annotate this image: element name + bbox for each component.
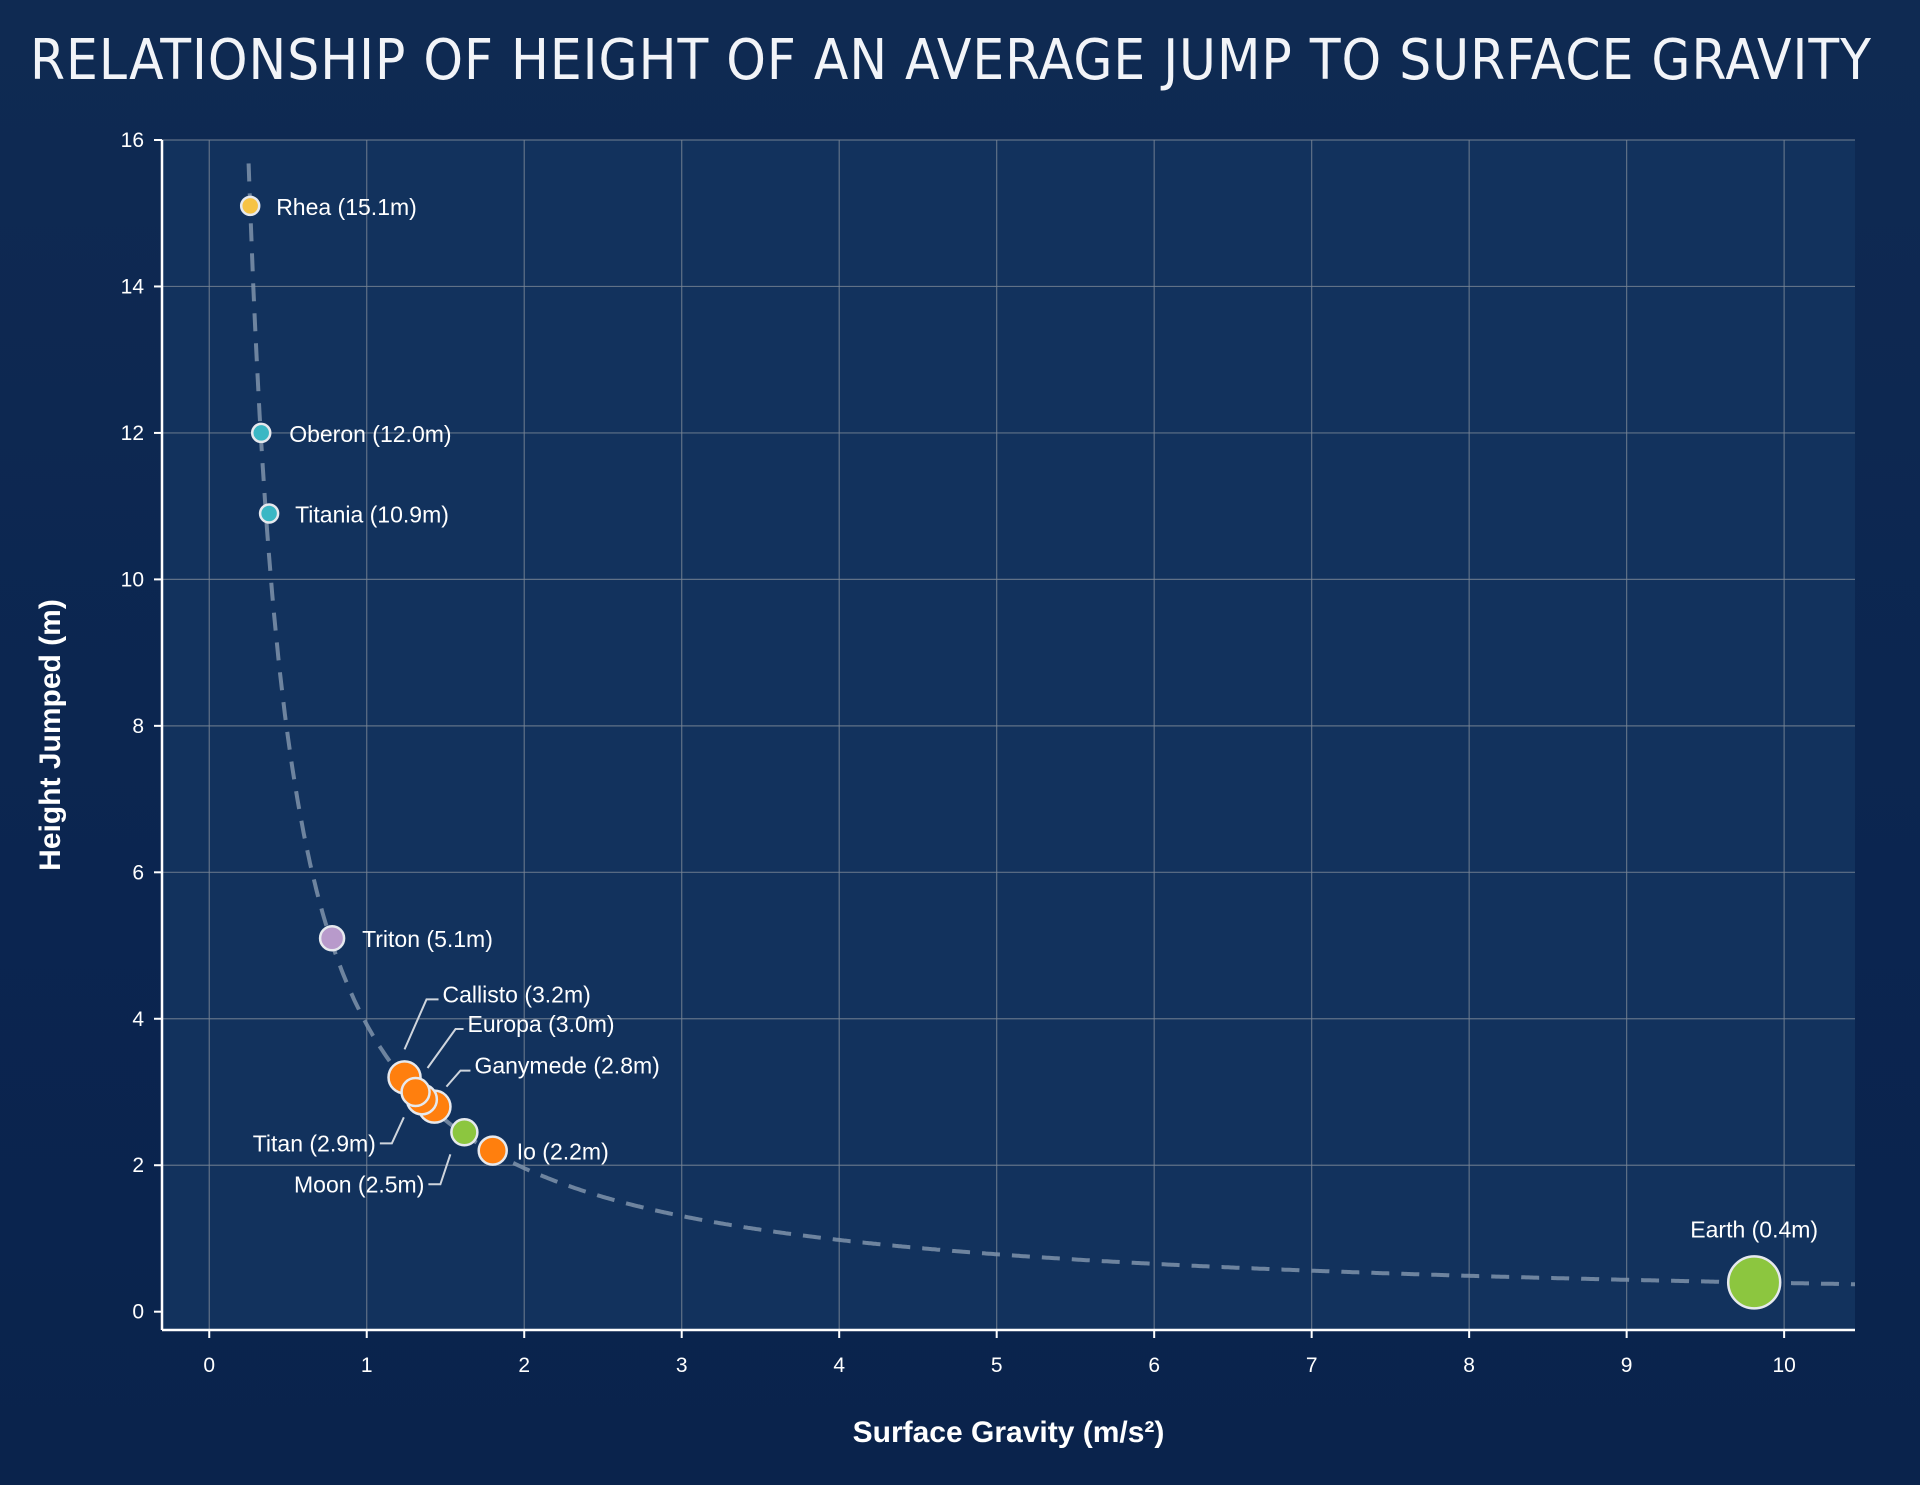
leader-callisto <box>403 998 439 1050</box>
plot-area <box>162 140 1855 1330</box>
point-triton <box>318 924 346 952</box>
point-earth <box>1726 1255 1782 1310</box>
x-tick-label: 7 <box>1306 1354 1318 1377</box>
trend-curve-layer <box>246 163 1855 1287</box>
y-tick-label: 14 <box>121 275 145 298</box>
x-tick-label: 3 <box>676 1354 688 1377</box>
grid <box>162 139 1855 1330</box>
label-europa: Europa (3.0m) <box>468 1011 615 1037</box>
leader-titan <box>379 1116 405 1145</box>
label-oberon: Oberon (12.0m) <box>289 421 451 447</box>
y-tick-label: 4 <box>132 1008 144 1031</box>
x-tick-label: 8 <box>1463 1354 1475 1377</box>
label-callisto: Callisto (3.2m) <box>443 981 591 1007</box>
x-tick-label: 5 <box>991 1354 1003 1377</box>
y-tick-label: 2 <box>132 1154 144 1177</box>
point-europa <box>400 1076 431 1108</box>
point-moon <box>450 1118 479 1147</box>
point-titania <box>258 503 280 524</box>
x-tick-label: 6 <box>1148 1354 1160 1377</box>
x-axis-title: Surface Gravity (m/s²) <box>853 1416 1165 1449</box>
leader-ganymede <box>445 1069 471 1088</box>
label-rhea: Rhea (15.1m) <box>276 194 417 220</box>
point-rhea <box>239 195 261 217</box>
leader-moon <box>428 1153 452 1186</box>
point-oberon <box>250 422 272 444</box>
y-tick-label: 8 <box>132 715 144 738</box>
data-points <box>239 195 1782 1310</box>
label-earth: Earth (0.4m) <box>1690 1216 1818 1242</box>
x-tick-label: 1 <box>361 1354 373 1377</box>
point-labels: Rhea (15.1m) Oberon (12.0m) Titania (10.9m… <box>253 194 1818 1242</box>
y-tick-label: 10 <box>121 568 144 591</box>
label-titania: Titania (10.9m) <box>295 501 449 527</box>
x-tick-label: 10 <box>1772 1354 1795 1377</box>
y-axis-title: Height Jumped (m) <box>34 599 67 871</box>
label-moon: Moon (2.5m) <box>294 1171 424 1197</box>
leader-europa <box>426 1028 464 1069</box>
x-tick-label: 0 <box>203 1354 215 1377</box>
trend-curve <box>246 163 1855 1287</box>
x-tick-label: 4 <box>833 1354 845 1377</box>
label-triton: Triton (5.1m) <box>362 926 493 952</box>
label-ganymede: Ganymede (2.8m) <box>474 1053 659 1079</box>
x-tick-label: 9 <box>1621 1354 1633 1377</box>
label-leaders <box>379 998 471 1186</box>
y-tick-label: 0 <box>132 1301 144 1324</box>
chart-title: RELATIONSHIP OF HEIGHT OF AN AVERAGE JUM… <box>30 28 1872 93</box>
y-tick-label: 6 <box>132 861 144 884</box>
y-tick-label: 16 <box>121 129 144 152</box>
axes <box>154 139 1855 1338</box>
y-tick-label: 12 <box>121 422 144 445</box>
label-io: Io (2.2m) <box>517 1139 609 1165</box>
label-titan: Titan (2.9m) <box>253 1130 376 1156</box>
point-io <box>477 1135 508 1166</box>
x-tick-label: 2 <box>518 1354 530 1377</box>
